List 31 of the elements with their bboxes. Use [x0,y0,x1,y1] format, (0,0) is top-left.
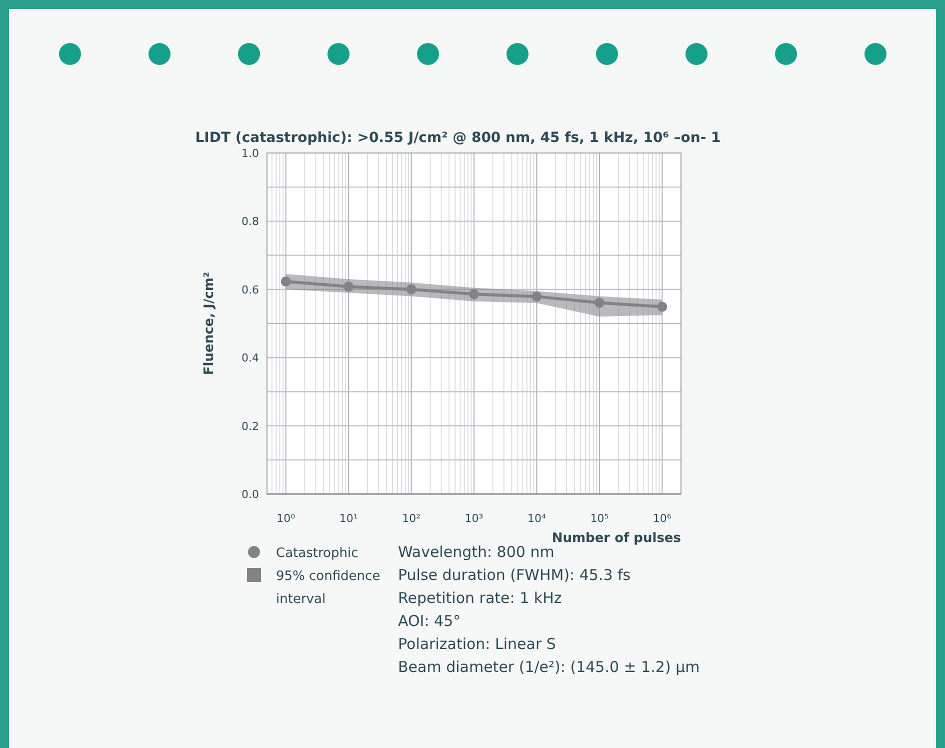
x-tick-label: 10⁵ [590,512,609,525]
y-tick-label: 0.6 [242,283,259,296]
y-tick-label: 0.0 [242,488,259,501]
text: Wavelength: 800 nm [398,543,554,561]
x-tick-label: 10⁶ [652,512,672,525]
text: AOI: 45° [398,612,461,630]
text: Repetition rate: 1 kHz [398,589,562,607]
y-tick-label: 0.4 [242,352,259,365]
x-tick-label: 10² [402,512,421,525]
x-tick-label: 10³ [464,512,484,525]
point [594,298,604,308]
x-tick-label: 10¹ [339,512,358,525]
point [344,282,354,292]
point [406,284,416,294]
x-tick-label: 10⁴ [527,512,546,525]
chart-title: LIDT (catastrophic): >0.55 J/cm² @ 800 nm, 45 fs, 1 kHz, 10⁶ –on- 1 [195,130,721,146]
text: Beam diameter (1/e²): (145.0 ± 1.2) µm [398,658,700,676]
point [280,276,291,287]
text: 95% confidence interval [276,569,380,607]
x-tick-label: 10⁰ [276,512,296,525]
text: Pulse duration (FWHM): 45.3 fs [398,566,631,584]
y-tick-label: 0.2 [242,420,259,433]
text: Polarization: Linear S [398,635,556,653]
y-axis-title: Fluence, J/cm² [202,272,217,376]
y-tick-label: 1.0 [242,147,259,160]
point [469,289,479,300]
legend-label: Catastrophic [276,546,358,561]
x-axis-title: Number of pulses [552,531,682,546]
y-tick-label: 0.8 [242,215,259,228]
point [532,292,542,302]
point [657,302,668,312]
